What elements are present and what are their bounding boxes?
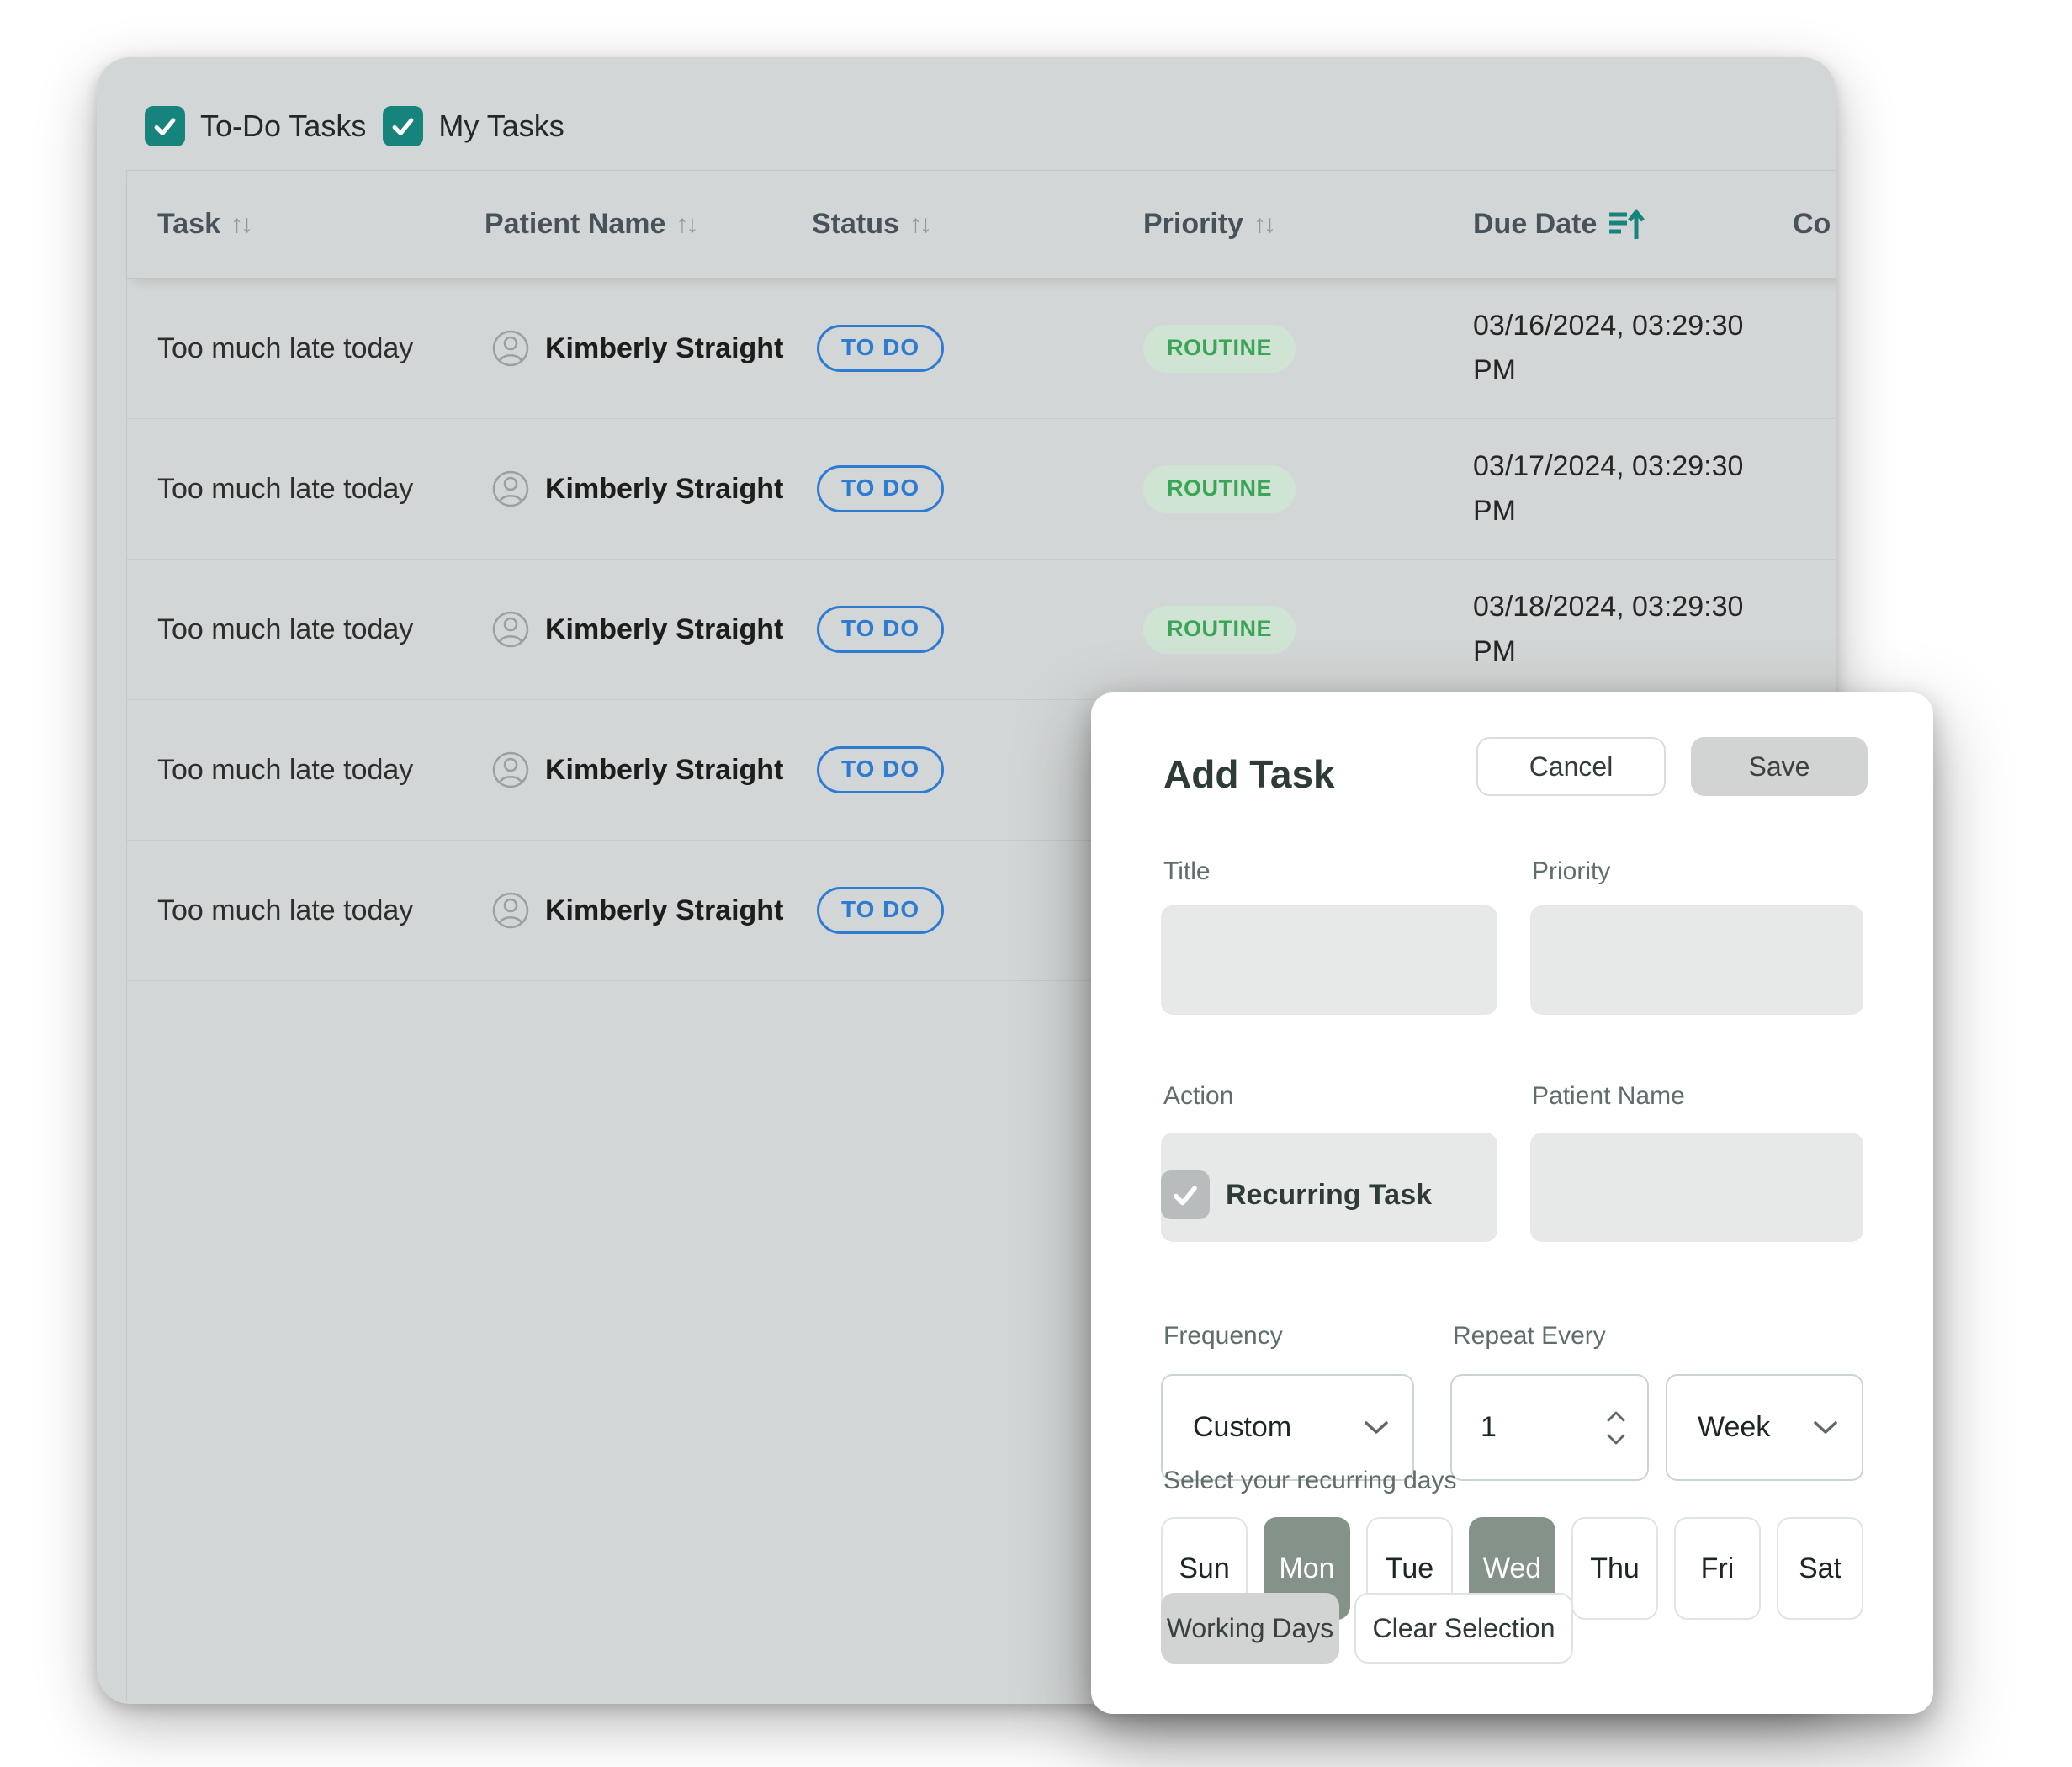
title-input[interactable] (1161, 905, 1497, 1015)
day-button-fri[interactable]: Fri (1674, 1517, 1761, 1620)
checkmark-icon (1174, 1186, 1197, 1206)
column-header-due-date[interactable]: Due Date (1473, 205, 1793, 244)
table-row[interactable]: Too much late today Kimberly Straight TO… (127, 279, 1836, 419)
priority-badge: ROUTINE (1143, 464, 1296, 513)
number-stepper[interactable] (1607, 1411, 1625, 1445)
my-tasks-checkbox[interactable] (383, 106, 424, 146)
cancel-button[interactable]: Cancel (1476, 737, 1666, 796)
day-button-thu[interactable]: Thu (1571, 1517, 1658, 1620)
repeat-unit-select[interactable]: Week (1666, 1374, 1863, 1481)
column-header-co-clipped[interactable]: Co (1793, 208, 1831, 240)
patient-cell: Kimberly Straight (485, 610, 812, 649)
checkmark-icon (154, 118, 176, 135)
table-row[interactable]: Too much late today Kimberly Straight TO… (127, 700, 1836, 841)
task-cell: Too much late today (157, 753, 414, 786)
priority-cell: ROUTINE (1143, 605, 1473, 654)
status-cell: TO DO (812, 887, 1143, 934)
priority-cell: ROUTINE (1143, 324, 1473, 373)
sort-icon: ↑↓ (230, 210, 253, 238)
patient-name-field-label: Patient Name (1532, 1082, 1685, 1110)
status-cell: TO DO (812, 606, 1143, 653)
task-cell: Too much late today (157, 894, 414, 926)
column-header-task[interactable]: Task ↑↓ (157, 208, 253, 240)
column-header-patient-name[interactable]: Patient Name ↑↓ (485, 208, 698, 240)
table-row[interactable]: Too much late today Kimberly Straight TO… (127, 419, 1836, 560)
patient-avatar-icon (492, 892, 529, 929)
due-date-cell: 03/17/2024, 03:29:30 PM (1473, 450, 1744, 527)
priority-field-label: Priority (1532, 857, 1611, 885)
task-cell: Too much late today (157, 613, 414, 645)
patient-avatar-icon (492, 470, 529, 507)
filter-my-tasks[interactable]: My Tasks (383, 106, 564, 146)
due-date-cell: 03/16/2024, 03:29:30 PM (1473, 310, 1744, 386)
patient-avatar-icon (492, 751, 529, 788)
task-cell: Too much late today (157, 472, 414, 505)
repeat-every-label: Repeat Every (1453, 1322, 1606, 1350)
priority-badge: ROUTINE (1143, 324, 1296, 373)
status-badge: TO DO (817, 606, 945, 653)
priority-cell: ROUTINE (1143, 464, 1473, 513)
filter-todo-tasks[interactable]: To-Do Tasks (145, 106, 366, 146)
add-task-modal: Add Task Cancel Save Title Priority Acti… (1091, 692, 1933, 1714)
patient-cell: Kimberly Straight (485, 470, 812, 508)
table-header-row: Task ↑↓ Patient Name ↑↓ Status ↑↓ Priori… (127, 171, 1836, 279)
sort-icon: ↑↓ (676, 210, 698, 238)
patient-name-input[interactable] (1530, 1133, 1863, 1242)
recurring-days-label: Select your recurring days (1163, 1467, 1457, 1494)
priority-badge: ROUTINE (1143, 605, 1296, 654)
my-tasks-label: My Tasks (438, 109, 564, 143)
patient-cell: Kimberly Straight (485, 751, 812, 789)
working-days-button[interactable]: Working Days (1161, 1593, 1339, 1664)
action-field-label: Action (1163, 1082, 1234, 1110)
filter-bar: To-Do Tasks My Tasks (145, 106, 564, 146)
todo-tasks-checkbox[interactable] (145, 106, 185, 146)
todo-tasks-label: To-Do Tasks (200, 109, 367, 143)
title-field-label: Title (1163, 857, 1211, 885)
task-cell: Too much late today (157, 332, 414, 364)
action-input[interactable] (1161, 1133, 1497, 1242)
clear-selection-button[interactable]: Clear Selection (1354, 1593, 1573, 1664)
status-badge: TO DO (817, 465, 945, 512)
due-date-cell: 03/18/2024, 03:29:30 PM (1473, 591, 1744, 667)
patient-cell: Kimberly Straight (485, 891, 812, 930)
checkmark-icon (393, 118, 414, 135)
column-header-status[interactable]: Status ↑↓ (812, 208, 932, 240)
status-badge: TO DO (817, 746, 945, 793)
chevron-down-icon (1814, 1420, 1837, 1434)
patient-cell: Kimberly Straight (485, 329, 812, 368)
chevron-up-icon (1607, 1411, 1625, 1421)
frequency-select[interactable]: Custom (1161, 1374, 1414, 1481)
save-button[interactable]: Save (1691, 737, 1868, 796)
status-badge: TO DO (817, 887, 945, 934)
table-row[interactable]: Too much late today Kimberly Straight TO… (127, 560, 1836, 700)
column-header-priority[interactable]: Priority ↑↓ (1143, 208, 1276, 240)
repeat-every-input[interactable]: 1 (1450, 1374, 1649, 1481)
day-button-sat[interactable]: Sat (1777, 1517, 1863, 1620)
modal-title: Add Task (1163, 752, 1335, 796)
chevron-down-icon (1365, 1420, 1388, 1434)
status-cell: TO DO (812, 325, 1143, 372)
sort-icon: ↑↓ (1253, 210, 1276, 238)
table-row[interactable]: Too much late today Kimberly Straight TO… (127, 841, 1836, 981)
status-cell: TO DO (812, 465, 1143, 512)
patient-avatar-icon (492, 330, 529, 367)
recurring-task-checkbox[interactable] (1161, 1170, 1210, 1219)
status-badge: TO DO (817, 325, 945, 372)
chevron-down-icon (1607, 1434, 1625, 1444)
patient-avatar-icon (492, 611, 529, 648)
status-cell: TO DO (812, 746, 1143, 793)
frequency-label: Frequency (1163, 1322, 1283, 1350)
priority-input[interactable] (1530, 905, 1863, 1015)
sort-ascending-active-icon (1609, 208, 1645, 239)
tasks-table: Task ↑↓ Patient Name ↑↓ Status ↑↓ Priori… (126, 170, 1836, 1701)
recurring-task-label: Recurring Task (1226, 1179, 1433, 1211)
sort-icon: ↑↓ (909, 210, 932, 238)
